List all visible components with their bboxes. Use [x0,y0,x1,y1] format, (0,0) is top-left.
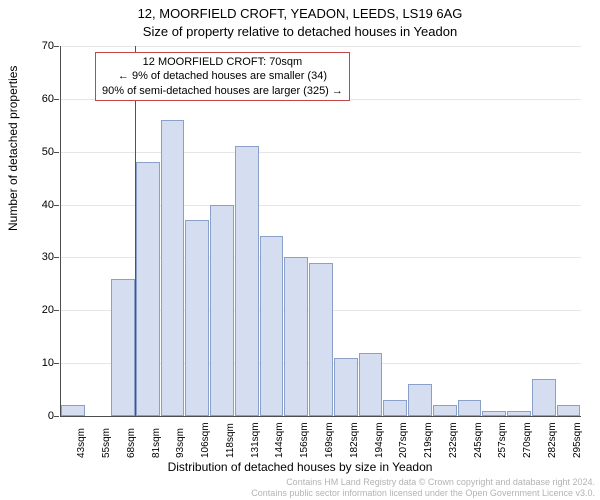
bar [136,162,160,416]
y-tick-label: 30 [26,251,54,263]
y-tick-label: 10 [26,357,54,369]
x-tick-label: 55sqm [101,446,112,458]
bar [185,220,209,416]
bar [235,146,259,416]
annotation-line: 90% of semi-detached houses are larger (… [102,84,343,98]
x-tick-label: 282sqm [547,446,558,458]
y-tick-label: 20 [26,304,54,316]
x-tick-label: 169sqm [324,446,335,458]
gridline [61,46,581,47]
chart-title: 12, MOORFIELD CROFT, YEADON, LEEDS, LS19… [0,6,600,21]
bar [111,279,135,416]
bar [557,405,581,416]
x-axis-label: Distribution of detached houses by size … [0,460,600,474]
bar [334,358,358,416]
bar [309,263,333,416]
bar [458,400,482,416]
annotation-line: ← 9% of detached houses are smaller (34) [102,69,343,83]
x-tick-label: 131sqm [250,446,261,458]
y-axis-label: Number of detached properties [6,66,20,231]
footer-attribution: Contains HM Land Registry data © Crown c… [0,477,595,498]
x-tick-label: 182sqm [349,446,360,458]
bar [210,205,234,416]
x-tick-label: 219sqm [423,446,434,458]
annotation-box: 12 MOORFIELD CROFT: 70sqm ← 9% of detach… [95,52,350,101]
x-tick-label: 106sqm [200,446,211,458]
y-tick-label: 70 [26,40,54,52]
chart-subtitle: Size of property relative to detached ho… [0,24,600,39]
y-tick-label: 40 [26,199,54,211]
marker-line [135,46,136,416]
x-tick-label: 194sqm [374,446,385,458]
x-tick-label: 245sqm [473,446,484,458]
y-tick-label: 60 [26,93,54,105]
bar [359,353,383,416]
x-tick-label: 207sqm [398,446,409,458]
x-tick-label: 257sqm [497,446,508,458]
x-tick-label: 81sqm [151,446,162,458]
x-tick-label: 93sqm [175,446,186,458]
bar [408,384,432,416]
footer-line: Contains HM Land Registry data © Crown c… [0,477,595,487]
gridline [61,152,581,153]
chart-container: 12, MOORFIELD CROFT, YEADON, LEEDS, LS19… [0,0,600,500]
bar [260,236,284,416]
bar [507,411,531,416]
bar [161,120,185,416]
bar [433,405,457,416]
x-tick-label: 118sqm [225,446,236,458]
x-tick-label: 295sqm [572,446,583,458]
plot-area [60,46,581,417]
y-tick-label: 50 [26,146,54,158]
x-tick-label: 43sqm [76,446,87,458]
x-tick-label: 68sqm [126,446,137,458]
bar [482,411,506,416]
bar [383,400,407,416]
y-tick-label: 0 [26,410,54,422]
annotation-line: 12 MOORFIELD CROFT: 70sqm [102,55,343,69]
x-tick-label: 156sqm [299,446,310,458]
x-tick-label: 270sqm [522,446,533,458]
bar [532,379,556,416]
x-tick-label: 144sqm [274,446,285,458]
bar [284,257,308,416]
footer-line: Contains public sector information licen… [0,488,595,498]
bar [61,405,85,416]
x-tick-label: 232sqm [448,446,459,458]
